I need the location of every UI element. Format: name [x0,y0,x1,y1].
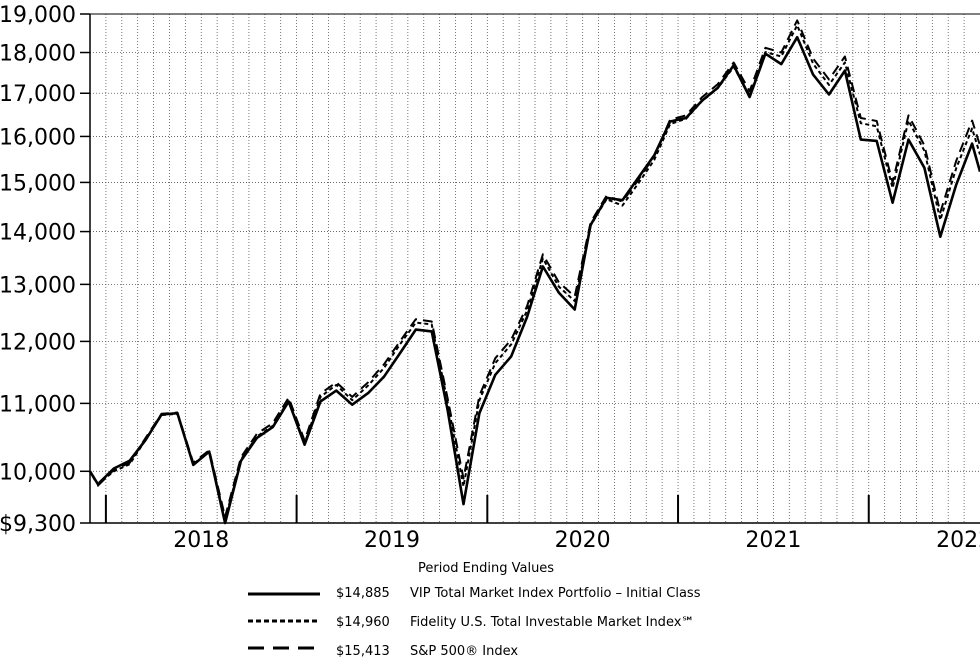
legend-swatch-solid [248,592,320,596]
line-chart: $9,300 10,000 11,000 12,000 13,000 14,000 15,0… [0,3,980,553]
y-tick-label: 11,000 [0,392,76,417]
y-tick-label: $9,300 [0,512,76,537]
legend-value: $14,960 [336,615,390,630]
x-axis: 2018 2019 2020 2021 2022 [104,495,980,553]
y-tick-label: 17,000 [0,82,76,107]
y-tick-label: 13,000 [0,273,76,298]
x-tick-label: 2018 [173,528,229,553]
chart-grid [90,13,980,523]
series-line-dashed [89,19,980,518]
y-tick-label: 18,000 [0,42,76,67]
series-lines [88,19,980,525]
legend-value: $14,885 [336,586,390,601]
x-tick-label: 2019 [364,528,420,553]
y-tick-label: 14,000 [0,221,76,246]
y-tick-label: 10,000 [0,460,76,485]
x-tick-label: 2020 [555,528,611,553]
y-axis: $9,300 10,000 11,000 12,000 13,000 14,000 15,0… [0,3,90,537]
legend-title: Period Ending Values [418,561,555,576]
y-tick-label: 15,000 [0,171,76,196]
series-line-solid [88,35,980,525]
legend-label: Fidelity U.S. Total Investable Market In… [410,615,695,630]
plot-border [89,13,980,524]
legend-value: $15,413 [336,644,390,659]
legend-swatch-dotted [248,619,320,623]
y-tick-label: 16,000 [0,125,76,150]
legend-label: VIP Total Market Index Portfolio – Initi… [410,586,701,601]
legend-label: S&P 500® Index [410,644,519,659]
y-tick-label: 12,000 [0,330,76,355]
x-tick-label: 2021 [745,528,801,553]
y-tick-label: 19,000 [0,3,76,28]
x-tick-label: 2022 [936,528,980,553]
legend-swatch-dashed [248,646,320,650]
